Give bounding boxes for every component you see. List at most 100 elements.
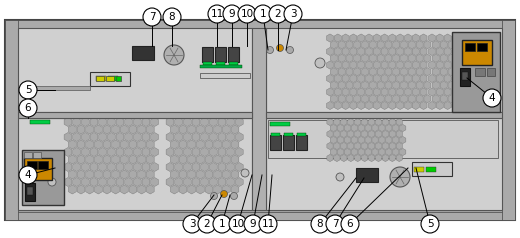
Bar	[465, 43, 475, 51]
Circle shape	[326, 215, 344, 233]
Text: 3: 3	[189, 219, 196, 229]
Circle shape	[267, 46, 274, 54]
Bar	[252, 28, 266, 210]
Bar	[268, 120, 498, 158]
Circle shape	[183, 215, 201, 233]
Bar	[132, 46, 154, 60]
Bar	[462, 72, 468, 80]
Text: 8: 8	[317, 219, 323, 229]
Circle shape	[238, 5, 256, 23]
Bar	[33, 152, 41, 158]
Bar	[266, 112, 502, 118]
Circle shape	[315, 58, 325, 68]
Text: 11: 11	[262, 219, 275, 229]
Bar	[5, 20, 18, 220]
Bar	[216, 62, 225, 65]
Bar	[96, 76, 106, 81]
Bar	[283, 135, 294, 150]
Circle shape	[163, 8, 181, 26]
Bar	[460, 68, 470, 86]
Circle shape	[19, 81, 37, 99]
Bar	[296, 135, 307, 150]
Bar	[477, 43, 487, 51]
Bar	[412, 162, 452, 176]
Bar	[270, 135, 281, 150]
Text: 6: 6	[347, 219, 353, 229]
Circle shape	[223, 5, 241, 23]
Text: 7: 7	[332, 219, 339, 229]
Text: 4: 4	[489, 93, 496, 103]
Bar	[25, 183, 35, 201]
Circle shape	[164, 45, 184, 65]
Text: 3: 3	[290, 9, 296, 19]
Circle shape	[213, 215, 231, 233]
Text: 5: 5	[427, 219, 433, 229]
Circle shape	[220, 190, 228, 198]
Bar	[24, 152, 32, 158]
Bar	[266, 28, 502, 112]
Circle shape	[208, 5, 226, 23]
Bar	[96, 76, 104, 81]
Circle shape	[19, 99, 37, 117]
Bar	[203, 62, 212, 65]
Circle shape	[241, 169, 249, 177]
Circle shape	[259, 215, 277, 233]
Bar	[27, 161, 37, 169]
Bar	[356, 168, 378, 182]
Text: 9: 9	[250, 219, 256, 229]
Circle shape	[254, 5, 272, 23]
Bar	[228, 47, 239, 62]
Bar	[5, 20, 515, 28]
Bar	[18, 28, 502, 210]
Circle shape	[211, 193, 217, 199]
Text: 4: 4	[24, 170, 31, 180]
Circle shape	[269, 5, 287, 23]
Bar	[452, 32, 500, 112]
Text: 6: 6	[24, 103, 31, 113]
Bar	[18, 28, 252, 112]
Bar	[270, 122, 290, 126]
Circle shape	[421, 215, 439, 233]
Bar	[5, 212, 515, 220]
Bar	[202, 47, 213, 62]
Circle shape	[390, 167, 410, 187]
Bar	[90, 72, 130, 86]
Bar	[18, 112, 252, 118]
Text: 2: 2	[275, 9, 281, 19]
Text: 9: 9	[229, 9, 236, 19]
Bar	[30, 120, 50, 124]
Bar	[24, 158, 52, 180]
Bar	[5, 20, 515, 220]
Text: 10: 10	[231, 219, 244, 229]
Text: 8: 8	[168, 12, 175, 22]
Circle shape	[341, 215, 359, 233]
Circle shape	[287, 46, 293, 54]
Circle shape	[143, 8, 161, 26]
Circle shape	[229, 215, 247, 233]
Circle shape	[284, 5, 302, 23]
Bar	[200, 65, 242, 68]
Circle shape	[277, 45, 283, 51]
Text: 1: 1	[259, 9, 266, 19]
Circle shape	[198, 215, 216, 233]
Bar	[414, 167, 424, 172]
Bar	[22, 150, 64, 205]
Bar	[271, 133, 280, 136]
Circle shape	[311, 215, 329, 233]
Circle shape	[48, 178, 56, 186]
Bar	[266, 118, 502, 210]
Text: 11: 11	[211, 9, 224, 19]
Bar	[18, 118, 252, 210]
Bar	[108, 76, 118, 81]
Circle shape	[336, 173, 344, 181]
Circle shape	[230, 193, 238, 199]
Bar	[462, 40, 492, 65]
Bar	[229, 62, 238, 65]
Circle shape	[244, 215, 262, 233]
Bar	[27, 187, 33, 195]
Bar	[297, 133, 306, 136]
Text: 2: 2	[204, 219, 210, 229]
Text: 10: 10	[240, 9, 254, 19]
Text: 5: 5	[24, 85, 31, 95]
Text: 7: 7	[149, 12, 155, 22]
